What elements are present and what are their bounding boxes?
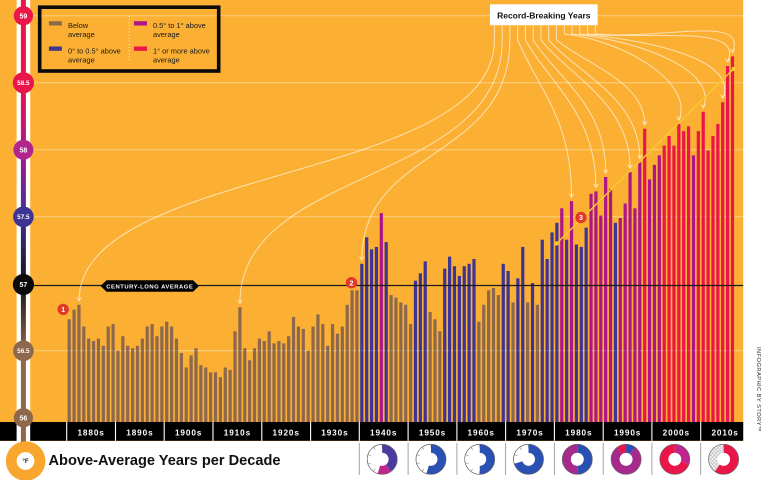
svg-text:Above-Average Years per Decade: Above-Average Years per Decade [49,453,281,469]
svg-text:0° to 0.5° above: 0° to 0.5° above [68,46,121,55]
svg-text:1: 1 [61,307,65,314]
svg-text:3: 3 [579,215,583,222]
svg-text:1980s: 1980s [565,428,592,437]
svg-text:1° or more above: 1° or more above [153,46,210,55]
svg-text:Below: Below [68,21,89,30]
svg-text:1950s: 1950s [419,428,446,437]
svg-text:58: 58 [20,147,28,154]
svg-text:Record-Breaking Years: Record-Breaking Years [497,11,591,21]
svg-text:average: average [153,55,180,64]
svg-text:1940s: 1940s [370,428,397,437]
svg-text:0.5° to 1° above: 0.5° to 1° above [153,21,206,30]
svg-text:average: average [68,30,95,39]
svg-text:2: 2 [350,280,354,287]
svg-text:average: average [68,55,95,64]
svg-text:2000s: 2000s [663,428,690,437]
svg-text:58.5: 58.5 [17,80,30,87]
svg-text:56: 56 [20,415,28,422]
svg-text:1900s: 1900s [175,428,202,437]
svg-text:1880s: 1880s [77,428,104,437]
svg-text:°F: °F [22,458,28,465]
svg-text:1960s: 1960s [468,428,495,437]
svg-text:57.5: 57.5 [17,214,30,221]
svg-text:57: 57 [20,282,28,289]
svg-text:2010s: 2010s [711,428,738,437]
svg-text:1920s: 1920s [273,428,300,437]
svg-text:1890s: 1890s [126,428,153,437]
svg-text:CENTURY-LONG AVERAGE: CENTURY-LONG AVERAGE [106,285,193,291]
svg-text:average: average [153,30,180,39]
svg-text:1990s: 1990s [614,428,641,437]
svg-text:56.5: 56.5 [17,348,30,355]
svg-text:1970s: 1970s [516,428,543,437]
svg-text:1910s: 1910s [224,428,251,437]
svg-text:1930s: 1930s [321,428,348,437]
svg-text:59: 59 [20,13,28,20]
svg-text:INFOGRAPHIC BY STORY™: INFOGRAPHIC BY STORY™ [755,347,761,432]
